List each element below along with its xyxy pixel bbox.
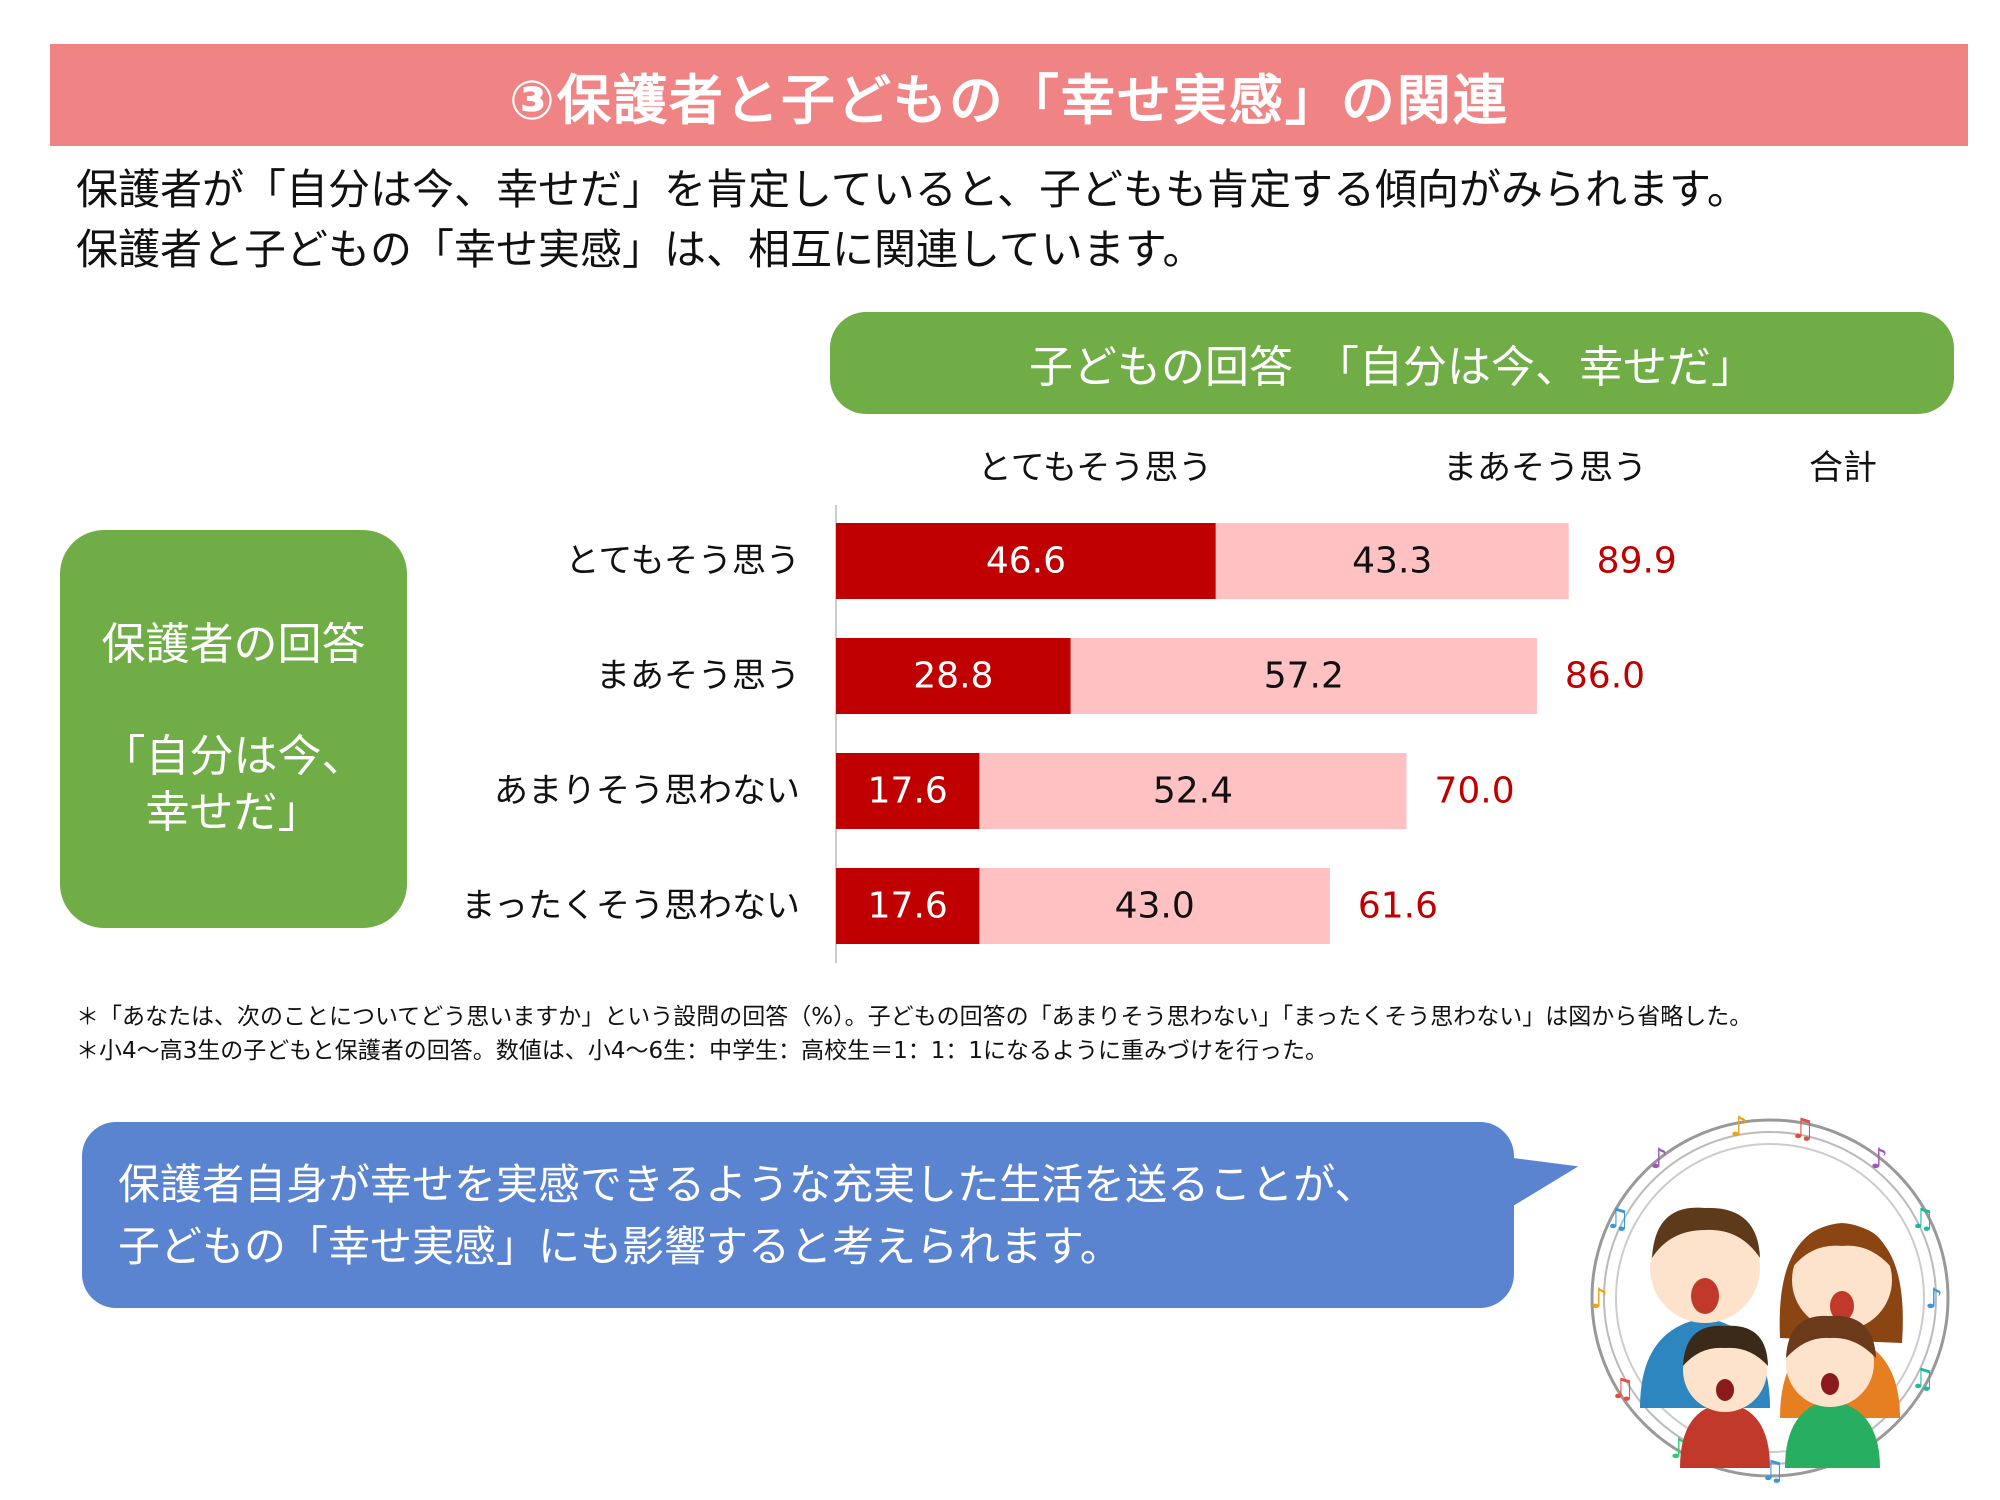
svg-text:♫: ♫ <box>1910 1362 1935 1395</box>
svg-text:♫: ♫ <box>1605 1202 1630 1235</box>
family-singing-illustration: ♪ ♫ ♪ ♫ ♪ ♫ ♪ ♫ ♪ ♫ ♪ ♫ ♪ <box>1590 1110 1950 1487</box>
category-label: とてもそう思う <box>565 541 800 581</box>
parent-box-line-2: 「自分は今、 <box>101 731 366 782</box>
bubble-line-1: 保護者自身が幸せを実感できるような充実した生活を送ることが、 <box>118 1160 1377 1209</box>
svg-text:♫: ♫ <box>1610 1372 1635 1405</box>
bar-value-label: 43.3 <box>1352 541 1432 582</box>
child-answer-header: 子どもの回答 「自分は今、幸せだ」 <box>830 312 1954 414</box>
bar-very <box>836 523 1216 599</box>
bar-very <box>836 638 1071 714</box>
parent-box-line-3: 幸せだ」 <box>145 787 322 838</box>
bar-value-label: 28.8 <box>913 656 993 697</box>
category-label: まったくそう思わない <box>461 886 800 926</box>
column-header-total: 合計 <box>1809 448 1877 488</box>
intro-text: 保護者が「自分は今、幸せだ」を肯定していると、子どもも肯定する傾向がみられます。… <box>76 160 1749 280</box>
svg-text:♪: ♪ <box>1650 1142 1668 1175</box>
bar-very <box>836 868 980 944</box>
total-value-label: 89.9 <box>1597 541 1677 582</box>
parent-answer-box: 保護者の回答 「自分は今、 幸せだ」 <box>60 530 407 928</box>
category-label: あまりそう思わない <box>494 771 800 811</box>
footnote-2: ＊小4～高3生の子どもと保護者の回答。数値は、小4～6生：中学生：高校生＝1：1… <box>76 1038 1328 1064</box>
svg-text:♪: ♪ <box>1590 1282 1608 1315</box>
svg-text:♪: ♪ <box>1730 1110 1748 1143</box>
bubble-line-2: 子どもの「幸せ実感」にも影響すると考えられます。 <box>118 1222 1122 1271</box>
svg-text:♪: ♪ <box>1870 1142 1888 1175</box>
footnotes: ＊「あなたは、次のことについてどう思いますか」という設問の回答（%）。子どもの回… <box>76 1000 1752 1068</box>
column-header-very: とてもそう思う <box>977 448 1213 488</box>
footnote-1: ＊「あなたは、次のことについてどう思いますか」という設問の回答（%）。子どもの回… <box>76 1004 1753 1030</box>
bar-value-label: 17.6 <box>868 771 948 812</box>
page-title: ③保護者と子どもの「幸せ実感」の関連 <box>509 68 1509 132</box>
bar-somewhat <box>1070 638 1537 714</box>
conclusion-speech-bubble: 保護者自身が幸せを実感できるような充実した生活を送ることが、 子どもの「幸せ実感… <box>82 1122 1514 1308</box>
bar-somewhat <box>1215 523 1569 599</box>
bar-somewhat <box>979 868 1330 944</box>
intro-line-1: 保護者が「自分は今、幸せだ」を肯定していると、子どもも肯定する傾向がみられます。 <box>76 165 1749 214</box>
bar-value-label: 43.0 <box>1115 886 1195 927</box>
page-title-banner: ③保護者と子どもの「幸せ実感」の関連 <box>50 44 1968 146</box>
svg-text:♫: ♫ <box>1910 1202 1935 1235</box>
total-value-label: 70.0 <box>1435 771 1515 812</box>
bar-somewhat <box>979 753 1407 829</box>
intro-line-2: 保護者と子どもの「幸せ実感」は、相互に関連しています。 <box>76 225 1205 274</box>
column-header-somewhat: まあそう思う <box>1443 448 1647 488</box>
bar-value-label: 17.6 <box>868 886 948 927</box>
parent-box-line-1: 保護者の回答 <box>101 619 366 670</box>
svg-text:♪: ♪ <box>1925 1282 1943 1315</box>
bar-value-label: 46.6 <box>986 541 1066 582</box>
category-label: まあそう思う <box>596 656 800 696</box>
svg-text:♫: ♫ <box>1790 1112 1815 1145</box>
bar-value-label: 57.2 <box>1264 656 1344 697</box>
total-value-label: 86.0 <box>1565 656 1645 697</box>
total-value-label: 61.6 <box>1358 886 1438 927</box>
bar-value-label: 52.4 <box>1153 771 1233 812</box>
bar-very <box>836 753 980 829</box>
